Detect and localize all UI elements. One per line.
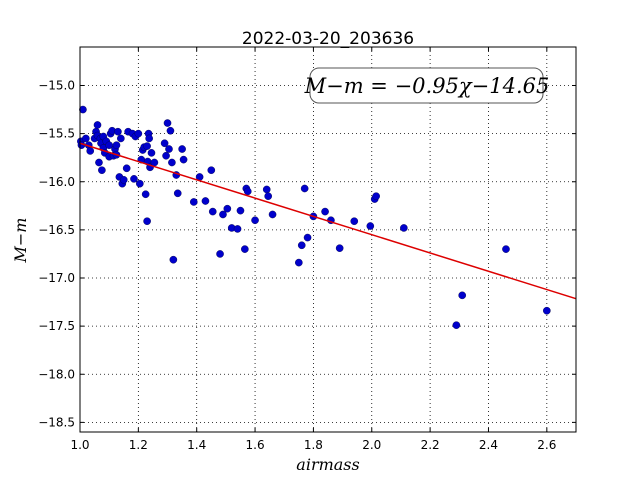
y-tick-label: −17.0 <box>38 271 75 285</box>
data-point <box>189 198 198 206</box>
data-point <box>233 225 242 233</box>
data-point <box>502 245 510 253</box>
fit-line-group <box>79 142 577 300</box>
data-point <box>143 142 151 150</box>
y-tick-label: −17.5 <box>38 319 75 333</box>
x-tick-label: 2.6 <box>537 438 556 452</box>
data-point <box>208 207 217 216</box>
data-point <box>143 217 151 226</box>
data-point <box>163 119 172 127</box>
data-point <box>452 321 461 329</box>
data-point <box>262 185 271 194</box>
data-point <box>241 245 249 253</box>
x-axis-label: airmass <box>296 455 359 474</box>
y-tick-label: −18.5 <box>38 415 75 429</box>
x-tick-label: 2.2 <box>421 438 440 452</box>
data-point <box>160 139 169 148</box>
data-point <box>141 190 150 199</box>
annotation-frame <box>309 67 544 104</box>
y-axis-label: M−m <box>11 218 30 264</box>
data-point <box>268 210 277 219</box>
data-point <box>251 216 259 225</box>
data-point <box>168 158 176 167</box>
data-point <box>458 291 467 300</box>
x-tick-label: 1.8 <box>304 438 323 452</box>
data-point <box>335 244 344 252</box>
data-point <box>178 145 186 153</box>
data-point <box>216 250 224 258</box>
x-tick-label: 2.4 <box>479 438 498 452</box>
data-point <box>130 175 138 183</box>
data-point <box>300 184 309 193</box>
data-point <box>297 241 306 250</box>
data-point <box>122 164 131 173</box>
data-point <box>145 134 153 143</box>
data-point <box>207 166 216 174</box>
data-point <box>134 129 143 138</box>
data-point <box>166 126 175 135</box>
x-tick-label: 1.4 <box>187 438 206 452</box>
fit-equation: M−m = −0.95χ−14.65 <box>304 74 550 98</box>
data-point <box>169 255 178 264</box>
y-tick-label: −16.0 <box>38 175 75 189</box>
data-point <box>165 145 173 153</box>
data-point <box>136 179 144 188</box>
data-point <box>201 197 210 205</box>
y-tick-labels: −15.0 −15.5 −16.0 −16.5 −17.0 −17.5 −18.0 −18.5 <box>38 79 75 430</box>
data-point <box>223 204 232 213</box>
y-tick-label: −18.0 <box>38 367 75 381</box>
data-point <box>162 151 170 160</box>
plot-frame <box>79 46 577 433</box>
data-point <box>350 217 359 226</box>
data-point <box>236 206 245 215</box>
data-point <box>93 121 102 129</box>
data-point <box>114 127 122 136</box>
annotation-box: M−m = −0.95χ−14.65 <box>304 67 550 104</box>
x-tick-label: 1.0 <box>70 438 89 452</box>
data-point <box>173 189 182 198</box>
data-point <box>303 233 312 242</box>
data-point <box>82 134 90 143</box>
data-point <box>543 306 551 315</box>
y-tick-label: −16.5 <box>38 223 75 237</box>
fit-line <box>79 142 577 300</box>
x-tick-labels: 1.0 1.2 1.4 1.6 1.8 2.0 2.2 2.4 2.6 <box>70 438 556 452</box>
grid-lines <box>79 47 576 432</box>
data-point <box>264 192 272 200</box>
x-tick-label: 2.0 <box>362 438 381 452</box>
axis-ticks <box>79 47 576 432</box>
x-tick-label: 1.6 <box>246 438 265 452</box>
data-point <box>79 105 87 114</box>
data-point <box>112 141 121 149</box>
data-point <box>86 147 95 155</box>
data-point <box>147 149 156 157</box>
data-point <box>295 258 303 267</box>
data-point <box>372 192 380 200</box>
data-point <box>243 187 252 196</box>
data-point <box>119 176 128 184</box>
data-point <box>400 224 408 232</box>
data-point <box>98 166 106 174</box>
data-point <box>179 155 188 164</box>
data-point <box>95 158 103 167</box>
y-tick-label: −15.5 <box>38 127 75 141</box>
data-point <box>219 210 227 219</box>
data-point <box>366 222 375 230</box>
chart-title: 2022-03-20_203636 <box>242 29 414 49</box>
data-point <box>117 134 125 143</box>
data-points <box>77 105 551 329</box>
y-tick-label: −15.0 <box>38 79 75 93</box>
x-tick-label: 1.2 <box>129 438 148 452</box>
data-point <box>321 207 329 216</box>
